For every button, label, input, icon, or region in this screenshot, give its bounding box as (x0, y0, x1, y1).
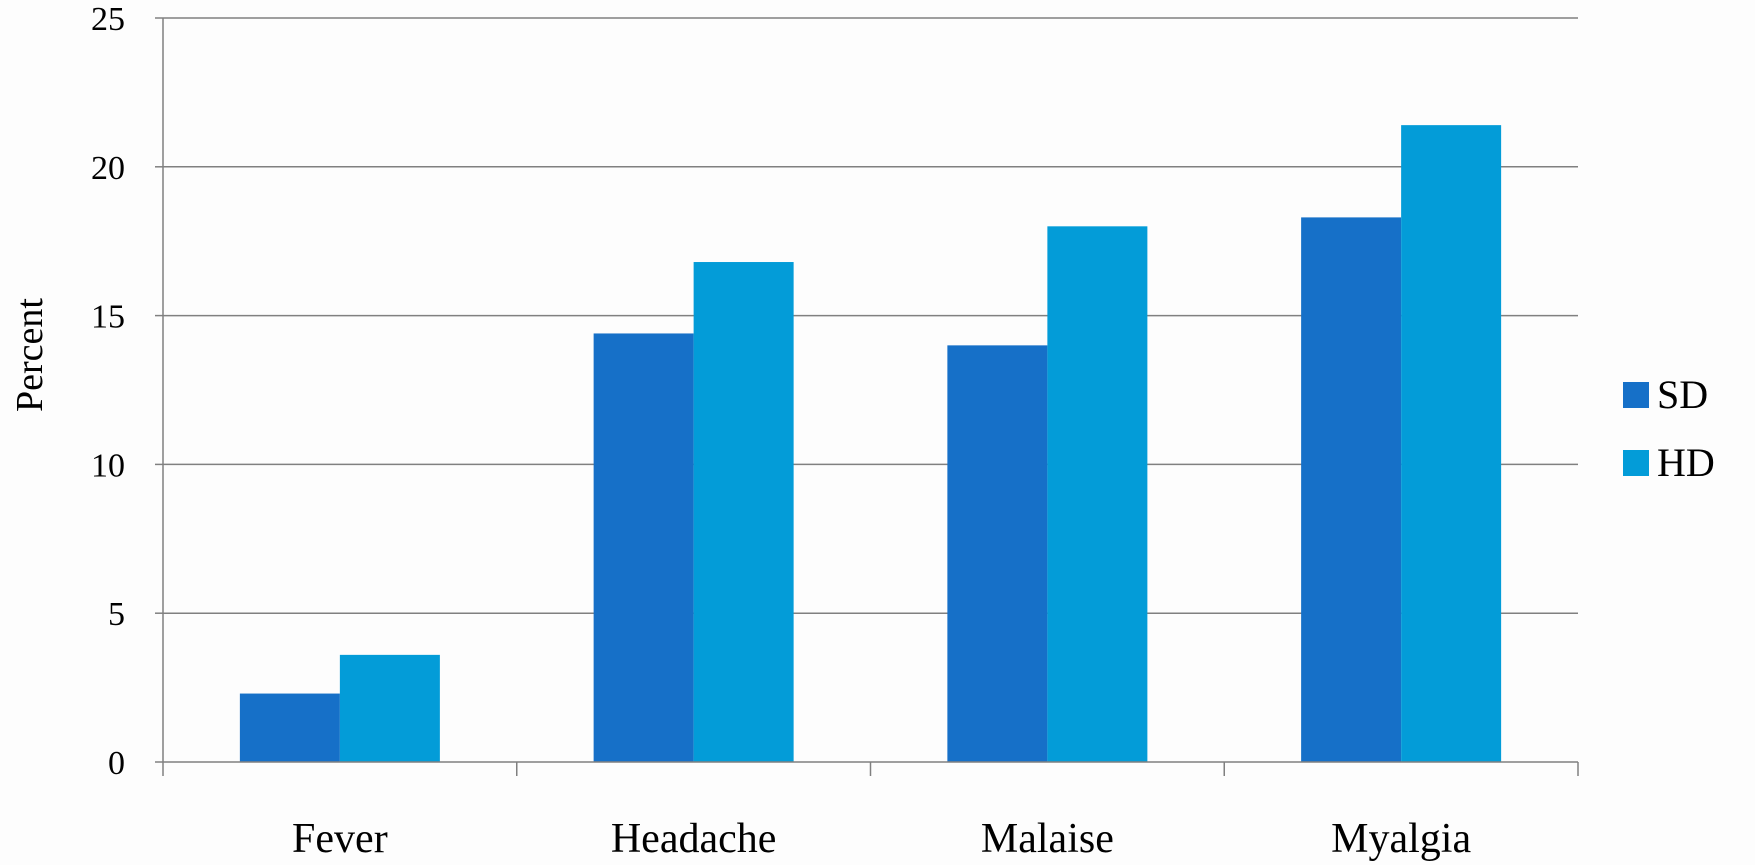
bars (239, 125, 1502, 763)
y-tick-label: 0 (108, 745, 125, 782)
y-tick-label: 10 (91, 447, 125, 484)
bar-hd-fever (339, 654, 440, 762)
y-tick-label: 5 (108, 596, 125, 633)
x-category-label: Myalgia (1331, 816, 1471, 862)
bar-hd-myalgia (1401, 125, 1502, 763)
bar-sd-headache (593, 333, 694, 762)
y-tick-label: 25 (91, 1, 125, 38)
bar-sd-myalgia (1301, 217, 1402, 763)
bar-sd-fever (239, 693, 340, 762)
y-tick-label: 20 (91, 150, 125, 187)
x-category-label: Headache (611, 816, 777, 862)
bar-hd-malaise (1047, 226, 1148, 762)
legend-swatch (1623, 450, 1649, 476)
legend-swatch (1623, 382, 1649, 408)
bar-hd-headache (693, 262, 794, 762)
x-category-label: Fever (292, 816, 388, 862)
axes (155, 17, 1579, 776)
x-category-labels: Fever Headache Malaise Myalgia (292, 816, 1471, 862)
legend-label: HD (1657, 440, 1715, 485)
legend-label: SD (1657, 372, 1708, 417)
y-tick-labels: 0 5 10 15 20 25 (91, 1, 125, 782)
y-axis-title: Percent (9, 298, 51, 412)
bar-sd-malaise (947, 345, 1048, 762)
x-category-label: Malaise (981, 816, 1114, 862)
legend-item-hd: HD (1623, 440, 1715, 485)
legend: SD HD (1623, 372, 1715, 485)
legend-item-sd: SD (1623, 372, 1708, 417)
y-tick-label: 15 (91, 299, 125, 336)
